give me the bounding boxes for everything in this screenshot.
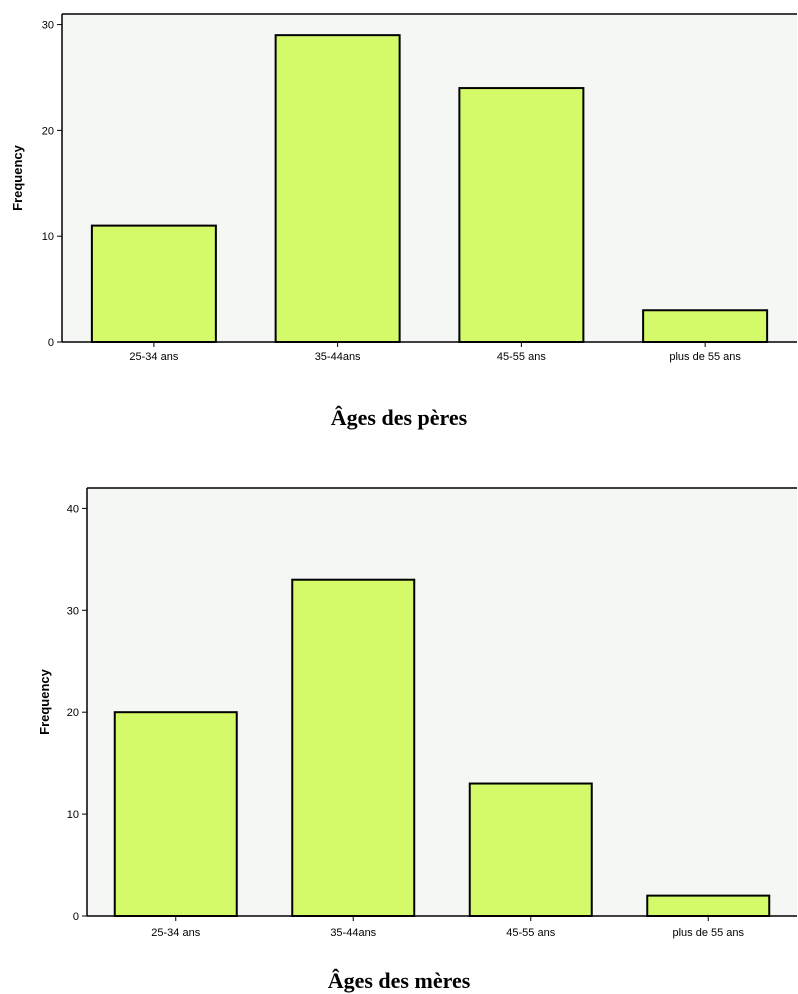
chart-caption: Âges des mères bbox=[328, 968, 471, 993]
chart-fathers-ages: 25-34 ans 35-44ans 45-55 ans plus de 55 ans… bbox=[10, 13, 797, 430]
y-tick-label: 30 bbox=[67, 605, 79, 617]
y-tick-label: 0 bbox=[73, 911, 79, 923]
y-tick-label: 20 bbox=[67, 707, 79, 719]
x-tick-label: plus de 55 ans bbox=[672, 927, 744, 939]
y-tick-label: 30 bbox=[42, 20, 54, 32]
bar-4 bbox=[646, 894, 771, 917]
bar-4 bbox=[642, 309, 769, 343]
x-tick-label: plus de 55 ans bbox=[669, 351, 741, 363]
bar-2 bbox=[291, 578, 416, 917]
x-tick-label: 45-55 ans bbox=[497, 351, 546, 363]
chart-caption: Âges des pères bbox=[331, 405, 468, 430]
bar-1 bbox=[113, 711, 238, 918]
bar-1 bbox=[90, 224, 217, 343]
x-tick-label: 25-34 ans bbox=[151, 927, 200, 939]
x-tick-label: 25-34 ans bbox=[129, 351, 178, 363]
y-tick-label: 0 bbox=[48, 337, 54, 349]
y-tick-label: 10 bbox=[42, 231, 54, 243]
y-axis-label: Frequency bbox=[37, 668, 52, 735]
bar-3 bbox=[468, 782, 593, 917]
y-axis-label: Frequency bbox=[10, 144, 25, 211]
x-tick-label: 35-44ans bbox=[330, 927, 376, 939]
chart-mothers-ages: 25-34 ans 35-44ans 45-55 ans plus de 55 ans… bbox=[37, 487, 797, 993]
bar-3 bbox=[458, 87, 585, 343]
x-tick-label: 45-55 ans bbox=[506, 927, 555, 939]
y-tick-label: 10 bbox=[67, 809, 79, 821]
x-tick-label: 35-44ans bbox=[315, 351, 361, 363]
bar-2 bbox=[274, 34, 401, 344]
y-tick-label: 20 bbox=[42, 125, 54, 137]
y-tick-label: 40 bbox=[67, 503, 79, 515]
